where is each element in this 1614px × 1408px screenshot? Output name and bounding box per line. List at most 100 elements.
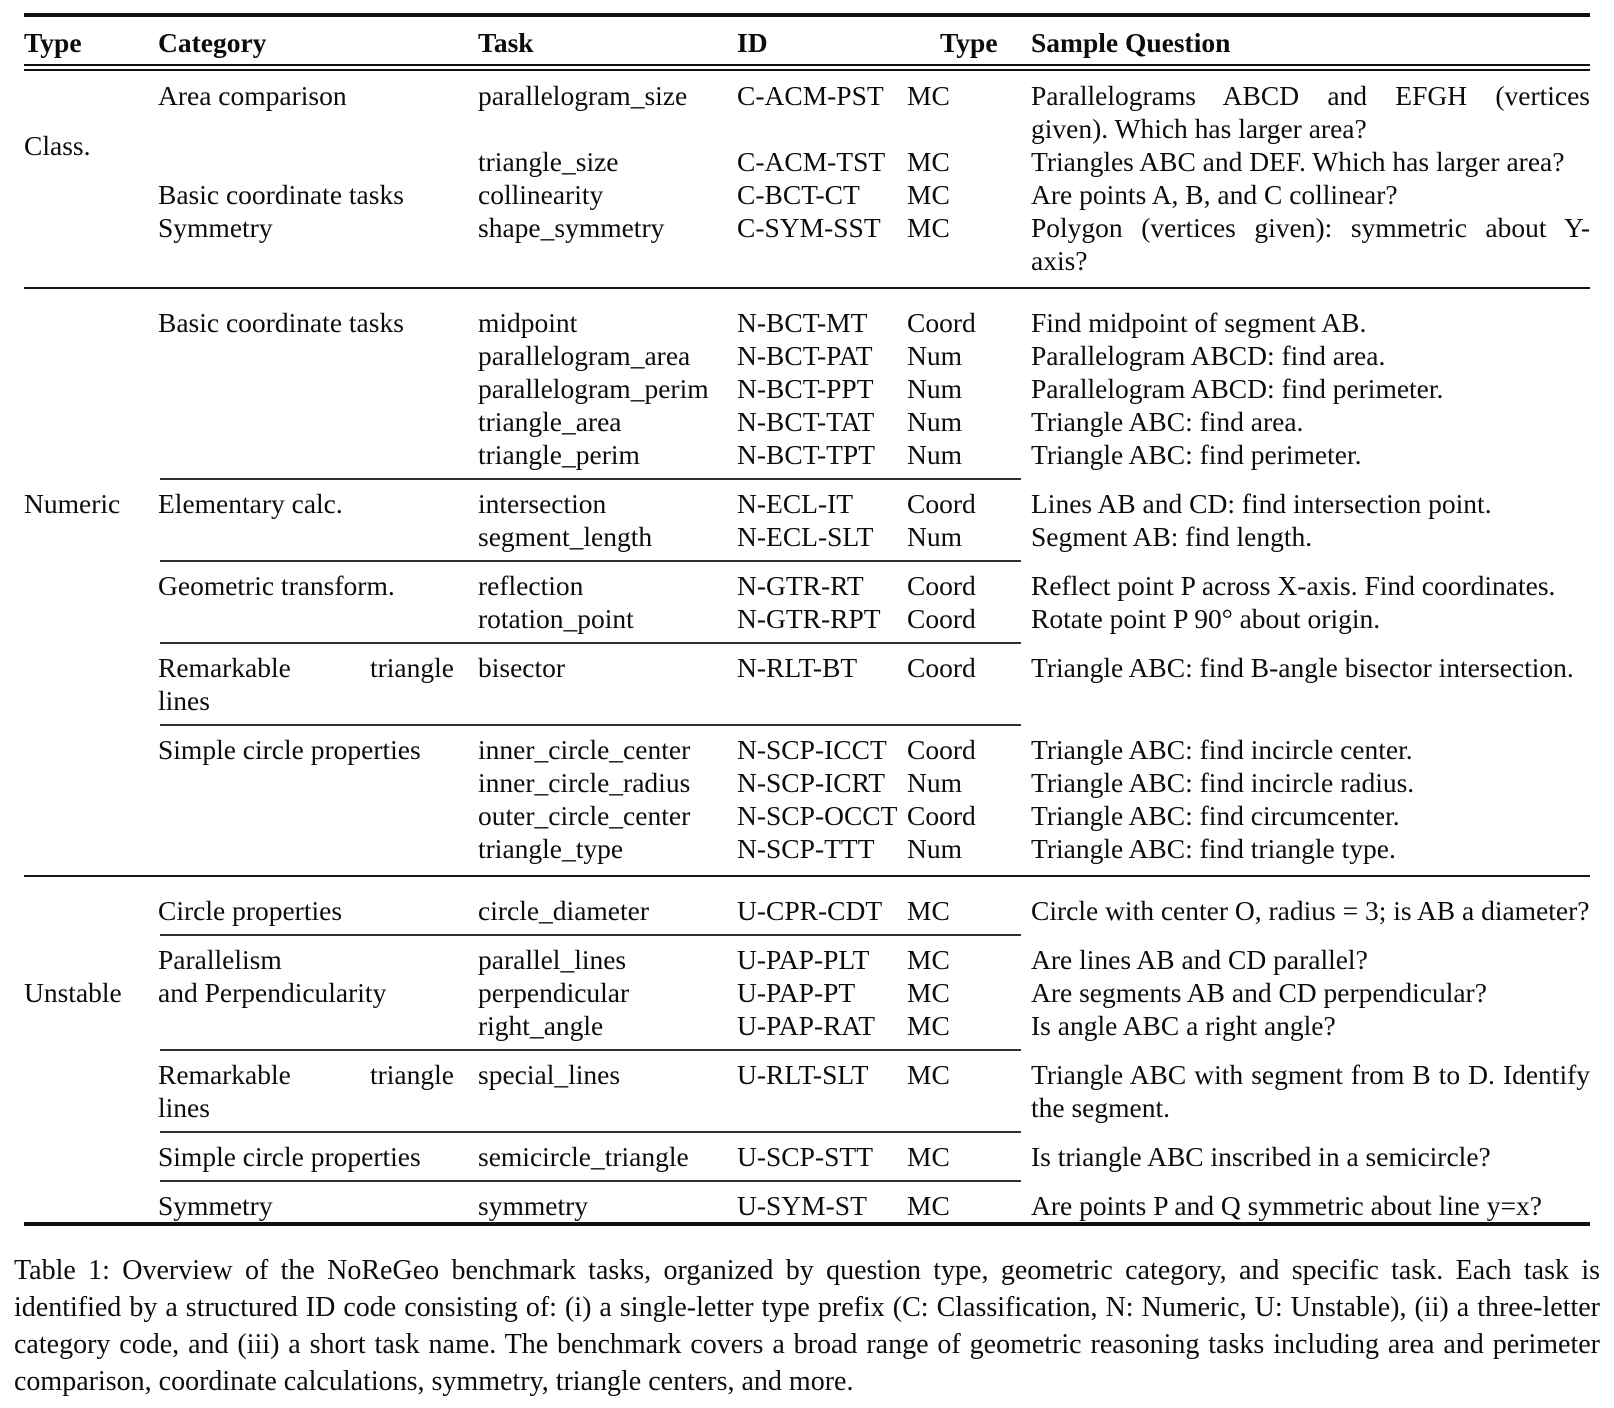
cell-task: rotation_point [478, 603, 634, 634]
group-rule [160, 724, 1021, 726]
cell-id: U-RLT-SLT [737, 1059, 869, 1090]
cell-question: Parallelogram ABCD: find area. [1031, 340, 1386, 371]
table-row: Geometric transform. reflection N-GTR-RT Co… [24, 569, 1590, 602]
table-row: Symmetry symmetry U-SYM-ST MC Are points P a… [24, 1189, 1590, 1224]
table-row: Numeric Elementary calc. intersection N-ECL… [24, 487, 1590, 520]
cell-line: axis? [1031, 245, 1088, 276]
benchmark-table: Type Category Task ID Type Sample Questi… [24, 13, 1590, 1226]
cell-line: Triangle ABC with segment from B to D. I… [1031, 1059, 1590, 1090]
cell-category: and Perpendicularity [158, 977, 387, 1008]
cell-answer-type: Num [907, 767, 962, 798]
cell-answer-type: Coord [907, 307, 976, 338]
table-row: Unstable and Perpendicularity perpendicula… [24, 976, 1590, 1009]
cell-category: Simple circle properties [158, 1141, 421, 1172]
cell-answer-type: Coord [907, 603, 976, 634]
cell-answer-type: Num [907, 340, 962, 371]
cell-question: Are segments AB and CD perpendicular? [1031, 977, 1487, 1008]
cell-type-label [24, 298, 158, 339]
cell-answer-type: Num [907, 406, 962, 437]
cell-task: perpendicular [478, 977, 630, 1008]
group-rule-row [24, 927, 1590, 943]
cell-answer-type: MC [907, 1141, 950, 1172]
cell-category: Circle properties [158, 895, 343, 926]
cell-task: parallelogram_perim [478, 373, 709, 404]
cell-type-label [24, 1009, 158, 1042]
table-row: segment_length N-ECL-SLT Num Segment AB: fi… [24, 520, 1590, 553]
cell-type-label [24, 886, 158, 927]
group-rule [160, 1180, 1021, 1182]
table-row: Class. triangle_size C-ACM-TST MC Triangles … [24, 130, 1590, 178]
table-row: triangle_area N-BCT-TAT Num Triangle ABC: f… [24, 405, 1590, 438]
cell-answer-type: Coord [907, 734, 976, 765]
cell-category: Basic coordinate tasks [158, 307, 404, 338]
cell-type-label [24, 405, 158, 438]
cell-answer-type: Num [907, 373, 962, 404]
cell-type-label [24, 1058, 158, 1124]
table-row: Basic coordinate tasks midpoint N-BCT-MT Co… [24, 298, 1590, 339]
cell-answer-type: MC [907, 977, 950, 1008]
cell-question: Is angle ABC a right angle? [1031, 1010, 1336, 1041]
group-rule-row [24, 471, 1590, 487]
cell-category [158, 602, 478, 635]
cell-question: Find midpoint of segment AB. [1031, 307, 1367, 338]
cell-id: U-CPR-CDT [737, 895, 883, 926]
header-answer-type: Type [907, 15, 1031, 71]
cell-type-label [24, 733, 158, 766]
cell-question: Triangle ABC: find B-angle bisector inte… [1031, 652, 1574, 683]
cell-line: Polygon (vertices given): symmetric abou… [1031, 212, 1590, 243]
cell-task: triangle_perim [478, 439, 640, 470]
cell-id: U-PAP-PLT [737, 944, 870, 975]
cell-id: N-GTR-RPT [737, 603, 881, 634]
cell-id: N-BCT-TAT [737, 406, 875, 437]
cell-question: Is triangle ABC inscribed in a semicircl… [1031, 1141, 1491, 1172]
cell-answer-type: MC [907, 1190, 950, 1221]
cell-answer-type: Coord [907, 652, 976, 683]
cell-id: N-ECL-SLT [737, 521, 874, 552]
cell-answer-type: Coord [907, 488, 976, 519]
cell-question: Triangle ABC: find area. [1031, 406, 1304, 437]
table-row: triangle_type N-SCP-TTT Num Triangle ABC: f… [24, 832, 1590, 865]
cell-line: the segment. [1031, 1092, 1170, 1123]
cell-id: N-SCP-ICCT [737, 734, 887, 765]
table-row: inner_circle_radius N-SCP-ICRT Num Triangle… [24, 766, 1590, 799]
cell-id: C-ACM-TST [737, 146, 886, 177]
cell-line: lines [158, 1092, 210, 1123]
cell-answer-type: MC [907, 1010, 950, 1041]
cell-task: parallelogram_area [478, 340, 691, 371]
cell-question: Triangle ABC: find perimeter. [1031, 439, 1362, 470]
cell-question: Reflect point P across X-axis. Find coor… [1031, 570, 1556, 601]
group-rule [160, 560, 1021, 562]
cell-category: Area comparison [158, 80, 347, 111]
cell-question: Triangle ABC with segment from B to D. I… [1031, 1058, 1590, 1124]
cell-question: Polygon (vertices given): symmetric abou… [1031, 211, 1590, 277]
cell-category [158, 1009, 478, 1042]
table-caption: Table 1: Overview of the NoReGeo benchma… [14, 1255, 1600, 1397]
group-rule-row [24, 1124, 1590, 1140]
cell-type-label [24, 651, 158, 717]
cell-id: C-SYM-SST [737, 212, 881, 243]
cell-question: Triangle ABC: find incircle radius. [1031, 767, 1415, 798]
header-sample-question: Sample Question [1031, 15, 1590, 71]
cell-task: symmetry [478, 1190, 588, 1221]
cell-category [158, 405, 478, 438]
cell-task: parallel_lines [478, 944, 627, 975]
cell-answer-type: MC [907, 212, 950, 243]
table-row: Simple circle properties inner_circle_cen… [24, 733, 1590, 766]
cell-id: N-BCT-MT [737, 307, 868, 338]
cell-answer-type: Num [907, 439, 962, 470]
cell-line: Remarkable triangle [158, 1059, 454, 1090]
cell-question: Triangles ABC and DEF. Which has larger … [1031, 146, 1565, 177]
cell-question: Are points P and Q symmetric about line … [1031, 1190, 1542, 1221]
cell-task: inner_circle_center [478, 734, 691, 765]
table-row: Parallelism parallel_lines U-PAP-PLT MC Are … [24, 943, 1590, 976]
section-rule [24, 287, 1590, 289]
cell-type-label [24, 438, 158, 471]
cell-type-label [24, 943, 158, 976]
cell-id: N-SCP-TTT [737, 833, 875, 864]
cell-task: segment_length [478, 521, 653, 552]
cell-type-label: Class. [24, 130, 91, 161]
header-row: Type Category Task ID Type Sample Questi… [24, 15, 1590, 71]
group-rule-row [24, 1042, 1590, 1058]
cell-question: Are lines AB and CD parallel? [1031, 944, 1368, 975]
cell-answer-type: Coord [907, 800, 976, 831]
